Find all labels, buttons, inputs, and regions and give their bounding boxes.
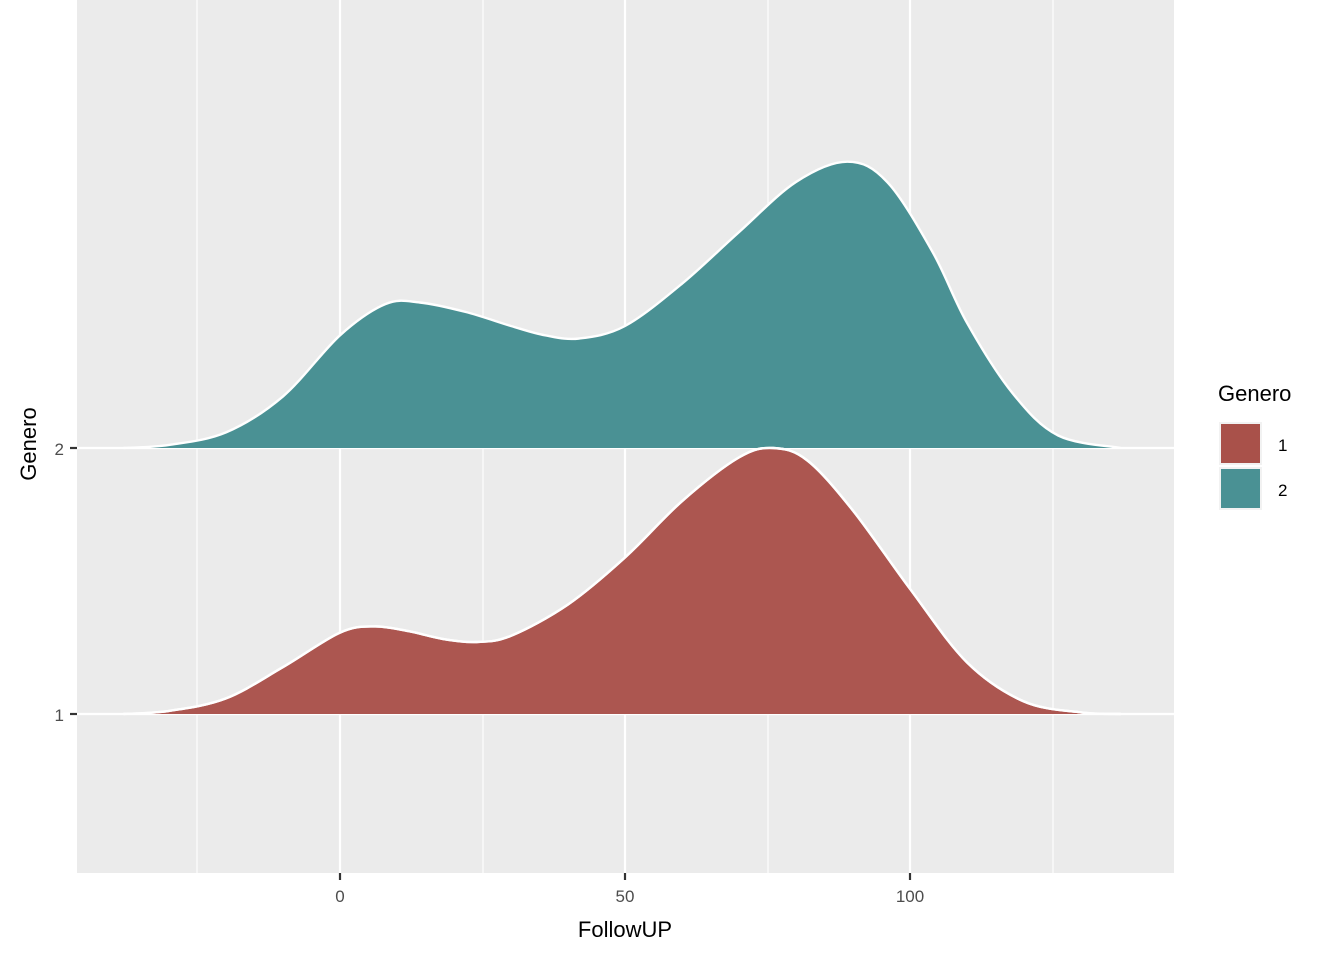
- x-tick-label-100: 100: [896, 887, 924, 906]
- x-tick-label-50: 50: [616, 887, 635, 906]
- x-axis-title: FollowUP: [578, 917, 672, 942]
- ridge-outline-genero-1-top: [123, 446, 1121, 716]
- y-axis-title: Genero: [16, 407, 41, 480]
- x-tick-label-0: 0: [335, 887, 344, 906]
- legend: Genero 1 2: [1218, 381, 1291, 510]
- legend-swatch-2: [1221, 469, 1260, 508]
- y-tick-label-1: 1: [55, 706, 64, 725]
- density-ridges: [123, 160, 1122, 716]
- legend-label-2: 2: [1278, 481, 1287, 500]
- legend-label-1: 1: [1278, 436, 1287, 455]
- legend-title: Genero: [1218, 381, 1291, 406]
- y-tick-label-2: 2: [55, 440, 64, 459]
- legend-swatch-1: [1221, 424, 1260, 463]
- ridge-area-genero-2: [123, 161, 1121, 448]
- ridge-area-genero-1: [123, 447, 1121, 714]
- x-axis-ticks: [338, 873, 912, 880]
- ridge-outline-genero-2: [123, 160, 1122, 450]
- y-axis-ticks: [70, 446, 77, 716]
